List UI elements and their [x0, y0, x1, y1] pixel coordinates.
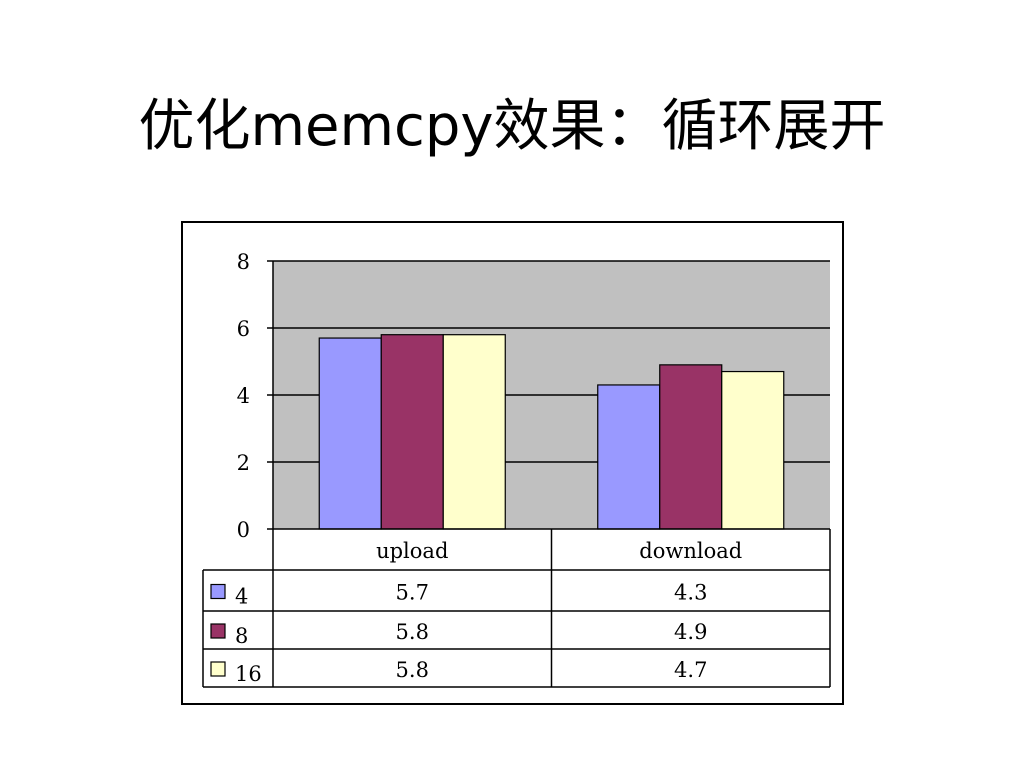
slide-title: 优化memcpy效果：循环展开 [138, 94, 886, 159]
chart-frame [181, 221, 844, 705]
